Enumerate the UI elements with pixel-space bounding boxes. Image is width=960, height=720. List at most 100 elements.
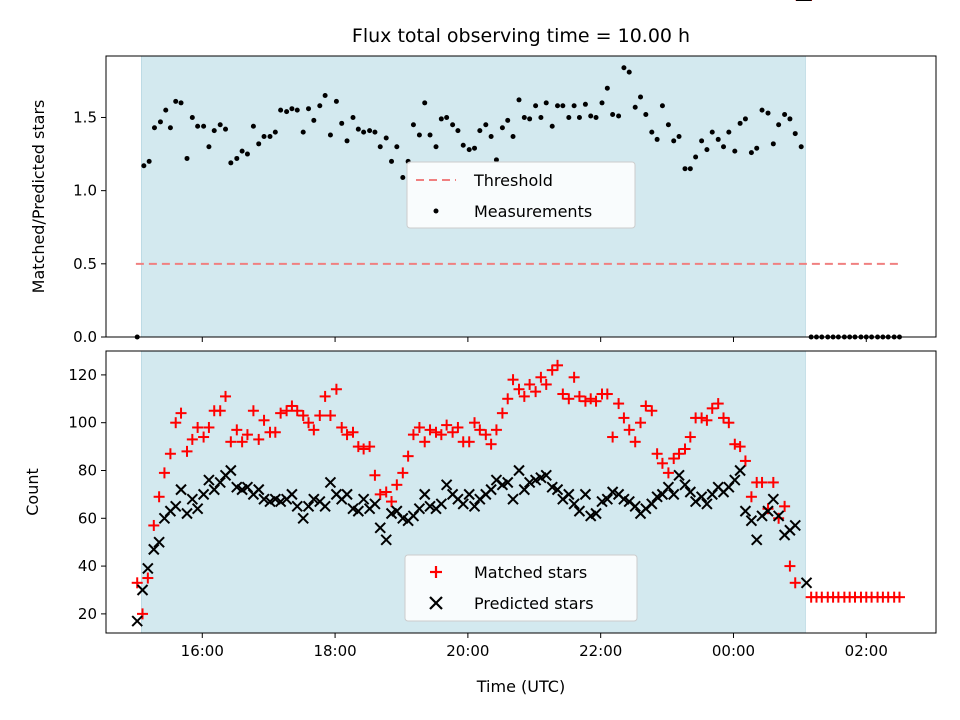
- measurement-point: [549, 123, 555, 129]
- x-b: [507, 493, 519, 505]
- predicted-star-point: [745, 514, 758, 527]
- measurement-point: [632, 104, 638, 110]
- x-b: [701, 498, 713, 510]
- matched-star-point: [535, 371, 547, 383]
- measurement-point: [527, 116, 533, 122]
- matched-star-point: [258, 414, 270, 426]
- matched-star-point: [424, 424, 436, 436]
- x-b: [485, 483, 497, 496]
- x-b: [679, 479, 691, 491]
- x-b: [308, 493, 320, 505]
- measurement-point: [322, 93, 328, 99]
- x-b: [142, 562, 154, 575]
- predicted-star-point: [380, 534, 392, 546]
- predicted-star-point: [175, 483, 187, 496]
- matched-star-point: [640, 400, 652, 412]
- measurement-point: [157, 119, 163, 125]
- x-b: [391, 505, 403, 517]
- predicted-star-point: [203, 474, 215, 486]
- matched-star-point: [684, 431, 696, 443]
- measurement-point: [256, 141, 262, 147]
- matched-star-point: [181, 445, 193, 457]
- x-b: [197, 488, 210, 501]
- predicted-star-point: [579, 488, 592, 501]
- measurement-point: [361, 129, 367, 135]
- predicted-star-point: [523, 476, 536, 489]
- x-b: [314, 495, 326, 508]
- measurement-point: [682, 166, 688, 172]
- matched-star-point: [502, 393, 514, 405]
- matched-star-point: [767, 476, 779, 488]
- x-b: [772, 510, 785, 522]
- x-b: [745, 514, 758, 527]
- matched-star-point: [402, 450, 414, 462]
- predicted-star-point: [225, 464, 237, 477]
- y-tick-label: 0.5: [73, 255, 97, 273]
- x-b: [452, 493, 464, 505]
- matched-star-point: [374, 488, 386, 500]
- measurement-point: [261, 133, 267, 139]
- x-b: [297, 512, 309, 524]
- matched-star-point: [463, 436, 475, 448]
- matched-star-point: [297, 410, 309, 422]
- measurement-point: [654, 136, 660, 142]
- matched-star-point: [469, 417, 481, 429]
- predicted-star-point: [291, 500, 303, 513]
- measurement-point: [687, 166, 693, 172]
- x-b: [214, 476, 226, 489]
- measurement-point: [643, 112, 649, 118]
- matched-star-point: [214, 405, 226, 417]
- measurement-point: [621, 65, 627, 71]
- matched-star-point: [153, 491, 165, 503]
- matched-star-point: [568, 371, 580, 383]
- predicted-star-point: [679, 479, 691, 491]
- legend-predicted-swatch: [429, 596, 443, 610]
- x-b: [440, 479, 453, 491]
- x-b: [734, 464, 746, 477]
- x-b: [347, 503, 359, 515]
- matched-star-point: [673, 448, 685, 460]
- matched-star-point: [170, 417, 182, 429]
- axes-frame: [105, 55, 937, 338]
- matched-star-point: [679, 443, 691, 455]
- x-b: [274, 495, 287, 508]
- matched-star-point: [231, 424, 243, 436]
- matched-star-point: [380, 486, 392, 498]
- x-tick-label: 22:00: [579, 642, 622, 660]
- matched-star-point: [585, 393, 597, 405]
- x-b: [419, 488, 431, 501]
- measurement-point: [715, 136, 721, 142]
- matched-star-point: [336, 421, 348, 433]
- measurement-point: [543, 100, 549, 106]
- measurement-point: [782, 112, 788, 118]
- measurement-point: [422, 100, 428, 106]
- x-b: [241, 481, 254, 493]
- measurement-point: [455, 128, 461, 134]
- measurement-point: [588, 113, 594, 119]
- x-b: [269, 493, 282, 505]
- matched-star-point: [607, 431, 619, 443]
- measurement-point: [317, 103, 323, 109]
- legend-predicted-label: Predicted stars: [474, 594, 594, 613]
- predicted-star-point: [369, 498, 381, 510]
- x-b: [579, 488, 592, 501]
- matched-star-point: [225, 436, 237, 448]
- x-b: [668, 488, 680, 501]
- predicted-star-point: [668, 488, 680, 501]
- matched-star-point: [668, 453, 680, 465]
- measurement-point: [151, 125, 157, 131]
- measurement-point: [178, 100, 184, 106]
- x-b: [646, 498, 658, 510]
- x-b: [413, 503, 426, 515]
- predicted-star-point: [701, 498, 713, 510]
- matched-star-point: [563, 393, 575, 405]
- measurement-point: [344, 138, 350, 144]
- measurement-point: [234, 155, 240, 161]
- predicted-star-point: [629, 500, 641, 513]
- matched-star-point: [330, 383, 342, 395]
- measurement-point: [505, 117, 511, 123]
- matched-star-point: [347, 426, 359, 438]
- matched-star-point: [447, 426, 459, 438]
- matched-star-point: [706, 402, 718, 414]
- matched-star-point: [701, 414, 713, 426]
